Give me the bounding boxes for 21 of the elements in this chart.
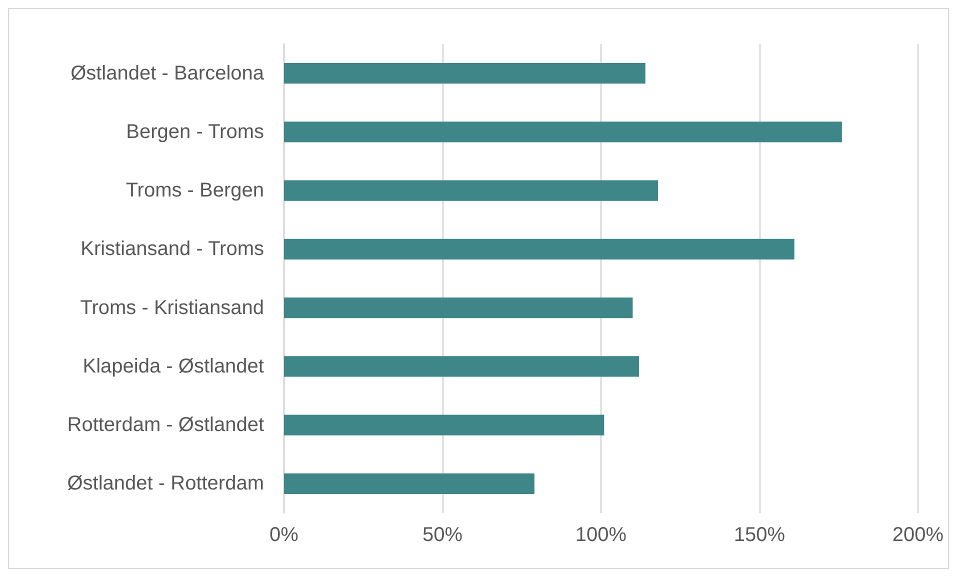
y-tick-label: Østlandet - Barcelona: [70, 62, 265, 84]
bar: [284, 473, 534, 494]
x-tick-label: 150%: [734, 524, 786, 546]
y-tick-label: Klapeida - Østlandet: [82, 355, 264, 378]
y-tick-label: Troms - Bergen: [126, 180, 264, 202]
bar: [284, 122, 842, 142]
x-tick-label: 200%: [892, 524, 944, 546]
y-tick-label: Troms - Kristiansand: [80, 296, 264, 319]
bar: [284, 298, 633, 318]
y-tick-label: Bergen - Troms: [126, 120, 264, 143]
bar: [284, 180, 658, 201]
x-tick-label: 100%: [575, 524, 627, 546]
y-tick-label: Kristiansand - Troms: [80, 238, 264, 260]
x-tick-label: 50%: [422, 524, 463, 546]
bar: [284, 414, 604, 436]
x-tick-label: 0%: [270, 524, 299, 546]
bar: [284, 238, 794, 260]
bar: [284, 63, 646, 84]
bar: [284, 356, 640, 377]
y-tick-label: Rotterdam - Østlandet: [67, 414, 264, 436]
y-tick-label: Østlandet - Rotterdam: [67, 472, 264, 495]
